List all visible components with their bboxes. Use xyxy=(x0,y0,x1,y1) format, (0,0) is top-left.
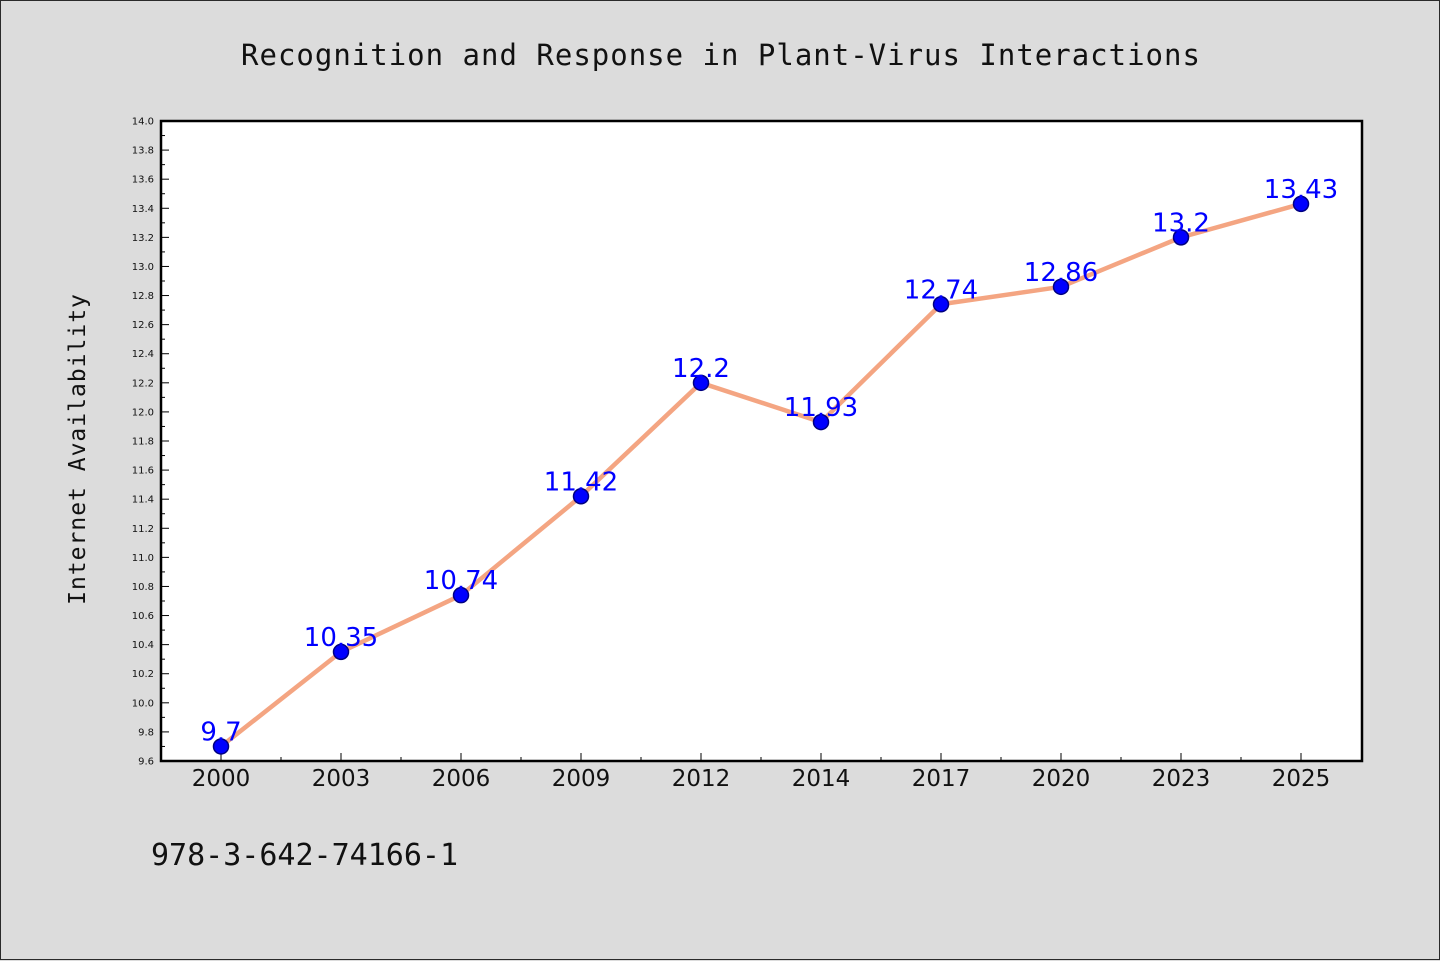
x-tick-label: 2006 xyxy=(432,766,491,792)
y-tick-label: 12.8 xyxy=(132,291,154,302)
y-tick-label: 11.2 xyxy=(132,524,154,535)
x-tick-label: 2012 xyxy=(672,766,731,792)
y-tick-label: 11.4 xyxy=(132,495,154,506)
data-label: 10.35 xyxy=(304,623,378,653)
y-tick-label: 10.6 xyxy=(132,611,154,622)
data-point xyxy=(932,296,950,313)
y-tick-label: 10.0 xyxy=(132,698,154,709)
data-label: 12.74 xyxy=(904,275,978,305)
data-label: 12.2 xyxy=(672,354,730,384)
y-tick-label: 13.2 xyxy=(132,233,154,244)
x-tick-label: 2009 xyxy=(552,766,611,792)
x-tick-label: 2003 xyxy=(312,766,371,792)
y-tick-label: 9.6 xyxy=(138,757,154,768)
y-tick-label: 13.0 xyxy=(132,262,154,273)
data-label: 10.74 xyxy=(424,566,498,596)
data-point xyxy=(452,586,470,604)
y-tick-label: 10.8 xyxy=(132,582,154,593)
x-tick-label: 2017 xyxy=(912,766,971,792)
data-label-layer: 9.7 10.35 10.74 11.42 12.2 11.93 12.74 12.86 13.… xyxy=(200,175,1338,748)
y-tick-label: 13.8 xyxy=(132,146,154,157)
x-tick-label: 2025 xyxy=(1272,766,1331,792)
x-axis: 2000 2003 2006 2009 2012 2014 2017 2020 2023 2025 xyxy=(192,753,1331,792)
y-tick-label: 12.0 xyxy=(132,407,154,418)
series-layer xyxy=(212,195,1310,755)
y-tick-label: 14.0 xyxy=(132,117,154,128)
data-point xyxy=(692,374,710,392)
x-tick-label: 2020 xyxy=(1032,766,1091,792)
data-point xyxy=(212,738,230,755)
x-tick-label: 2000 xyxy=(192,766,251,792)
data-label: 9.7 xyxy=(200,717,241,747)
y-tick-label: 13.6 xyxy=(132,175,154,186)
y-tick-label: 10.4 xyxy=(132,640,154,651)
x-tick-label: 2014 xyxy=(792,766,851,792)
y-tick-label: 10.2 xyxy=(132,669,154,680)
x-tick-label: 2023 xyxy=(1152,766,1211,792)
y-axis: 9.6 9.8 10.0 10.2 10.4 10.6 10.8 11.0 11.2 11.4 11… xyxy=(132,117,169,768)
y-tick-label: 12.4 xyxy=(132,349,154,360)
data-label: 11.42 xyxy=(544,467,618,497)
y-tick-label: 12.6 xyxy=(132,320,154,331)
data-point xyxy=(572,488,590,505)
chart-title: Recognition and Response in Plant-Virus … xyxy=(241,38,1201,72)
isbn-code: 978-3-642-74166-1 xyxy=(151,838,458,873)
y-axis-title: Internet Availability xyxy=(65,293,91,605)
data-point xyxy=(1172,229,1190,246)
data-point xyxy=(812,413,830,431)
plot-area xyxy=(159,119,1364,763)
data-point xyxy=(332,643,350,661)
data-point xyxy=(1292,195,1310,213)
data-label: 11.93 xyxy=(784,393,858,423)
data-label: 13.43 xyxy=(1264,175,1338,205)
y-tick-label: 11.0 xyxy=(132,553,154,564)
data-label: 12.86 xyxy=(1024,258,1098,288)
y-tick-label: 9.8 xyxy=(138,727,154,738)
data-label: 13.2 xyxy=(1152,208,1210,238)
y-tick-label: 13.4 xyxy=(132,204,154,215)
data-point xyxy=(1052,278,1070,296)
y-tick-label: 11.6 xyxy=(132,466,154,477)
series-line xyxy=(218,201,1304,749)
y-tick-label: 12.2 xyxy=(132,378,154,389)
y-tick-label: 11.8 xyxy=(132,437,154,448)
